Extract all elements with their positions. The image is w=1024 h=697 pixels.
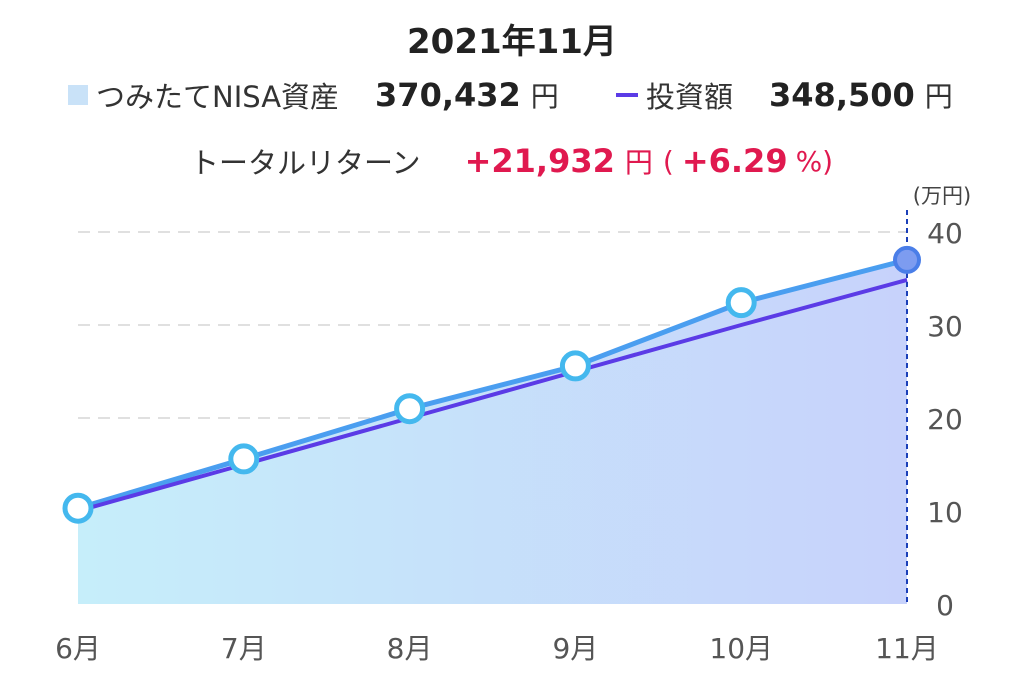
asset-point [725, 287, 757, 319]
asset-point [559, 350, 591, 382]
x-tick-label: 6月 [55, 632, 101, 665]
total-return-value: +21,932 [464, 142, 615, 180]
x-tick-label: 8月 [387, 632, 433, 665]
investment-line-swatch [616, 93, 638, 97]
legend-investment: 投資額 348,500 円 [616, 74, 953, 116]
y-tick-label: 30 [927, 310, 963, 343]
total-return-unit: 円 [624, 146, 653, 179]
asset-unit: 円 [530, 80, 559, 113]
total-return: トータルリターン +21,932 円 ( +6.29 %) [190, 140, 833, 182]
total-return-percent: +6.29 [681, 142, 788, 180]
y-tick-label: 0 [936, 589, 954, 622]
asset-line [77, 257, 908, 511]
investment-value: 348,500 [769, 76, 915, 114]
asset-label: つみたてNISA資産 [96, 80, 340, 114]
x-tick-label: 11月 [875, 632, 939, 665]
asset-point [62, 492, 94, 524]
x-tick-label: 10月 [709, 632, 773, 665]
total-return-label: トータルリターン [190, 146, 421, 180]
asset-area-swatch [68, 85, 88, 105]
total-return-percent-unit: %) [795, 144, 834, 178]
asset-value: 370,432 [375, 76, 521, 114]
investment-line [77, 277, 908, 513]
investment-unit: 円 [924, 80, 953, 113]
y-tick-label: 20 [927, 403, 963, 436]
total-return-paren: ( [662, 144, 674, 178]
x-tick-label: 7月 [221, 632, 267, 665]
legend-asset: つみたてNISA資産 370,432 円 [68, 74, 559, 116]
investment-label: 投資額 [646, 80, 734, 114]
asset-point [394, 393, 426, 425]
asset-point [228, 443, 260, 475]
legend: つみたてNISA資産 370,432 円 投資額 348,500 円 [0, 74, 1024, 118]
x-tick-label: 9月 [552, 632, 598, 665]
y-unit-label: (万円) [913, 184, 971, 208]
y-tick-label: 40 [927, 217, 963, 250]
chart-title: 2021年11月 [407, 22, 617, 62]
asset-point-selected [893, 245, 921, 274]
y-tick-label: 10 [927, 496, 963, 529]
asset-area [78, 259, 907, 604]
